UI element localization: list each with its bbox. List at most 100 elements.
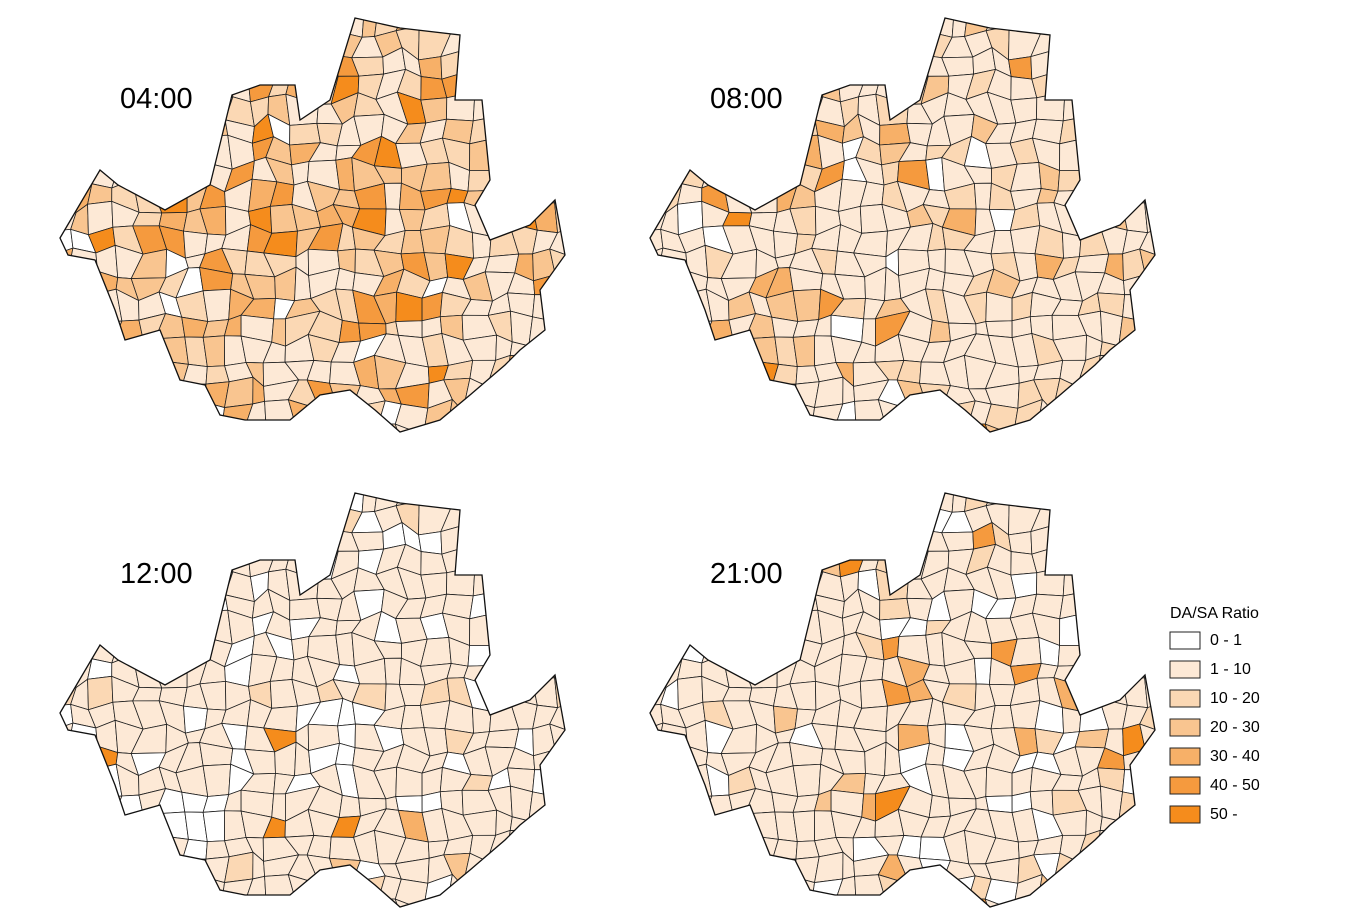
district xyxy=(60,595,75,624)
district xyxy=(1138,817,1155,839)
district xyxy=(721,359,751,385)
district xyxy=(1010,97,1038,124)
district xyxy=(918,857,951,887)
district xyxy=(1139,135,1155,168)
district xyxy=(161,897,184,907)
district xyxy=(289,122,321,146)
district xyxy=(582,28,597,52)
district xyxy=(1144,267,1155,302)
district xyxy=(650,26,665,51)
district xyxy=(904,896,929,907)
district xyxy=(111,340,144,367)
district xyxy=(1147,897,1155,907)
district xyxy=(701,815,734,842)
district xyxy=(537,37,563,58)
district xyxy=(505,898,537,907)
district xyxy=(227,493,252,511)
district xyxy=(1122,78,1153,105)
district xyxy=(333,493,365,513)
district xyxy=(655,167,688,185)
district xyxy=(1059,26,1086,60)
district xyxy=(224,851,254,884)
district xyxy=(156,400,184,432)
district xyxy=(488,90,516,120)
district xyxy=(469,26,496,60)
district xyxy=(92,385,121,413)
district xyxy=(904,421,929,432)
district xyxy=(286,18,321,31)
district xyxy=(1054,71,1083,96)
district xyxy=(1095,851,1131,885)
district xyxy=(460,901,487,907)
legend-label: 10 - 20 xyxy=(1210,690,1260,707)
district xyxy=(573,181,605,206)
district xyxy=(1170,338,1185,357)
district xyxy=(1105,657,1128,686)
district xyxy=(679,795,713,823)
district xyxy=(69,524,98,554)
district xyxy=(557,422,565,432)
district xyxy=(832,425,868,432)
district xyxy=(60,268,80,298)
district xyxy=(583,528,603,553)
district xyxy=(654,92,683,122)
district xyxy=(285,568,319,601)
district xyxy=(1078,507,1110,536)
legend-label: 30 - 40 xyxy=(1210,748,1260,765)
district xyxy=(650,293,670,326)
legend-swatch xyxy=(1169,776,1201,795)
district xyxy=(1126,158,1150,184)
district xyxy=(418,56,443,80)
district xyxy=(118,874,144,907)
district xyxy=(904,493,929,506)
district xyxy=(885,421,908,432)
district xyxy=(865,18,886,31)
district xyxy=(794,876,815,907)
district xyxy=(504,90,534,120)
district xyxy=(60,388,79,409)
district xyxy=(582,123,606,142)
district xyxy=(532,422,563,432)
district xyxy=(658,18,688,30)
district xyxy=(1096,37,1130,61)
district xyxy=(287,399,321,432)
district xyxy=(551,527,565,555)
district xyxy=(469,137,495,171)
district xyxy=(927,430,946,432)
district xyxy=(855,503,886,537)
district xyxy=(751,422,774,432)
district xyxy=(554,18,565,39)
district xyxy=(337,430,356,432)
district xyxy=(60,768,80,801)
district xyxy=(1147,851,1155,879)
legend-label: 40 - 50 xyxy=(1210,777,1260,794)
district xyxy=(469,493,494,509)
districts xyxy=(60,493,605,907)
district xyxy=(275,18,296,31)
district xyxy=(1127,512,1153,533)
district xyxy=(116,381,144,414)
district xyxy=(133,49,168,84)
district xyxy=(422,429,448,432)
district xyxy=(1124,18,1152,39)
district xyxy=(157,502,189,536)
district xyxy=(1098,205,1128,231)
district xyxy=(66,808,99,840)
district xyxy=(906,408,929,432)
district xyxy=(467,170,495,192)
district xyxy=(113,493,143,508)
district xyxy=(940,898,977,907)
district xyxy=(1138,832,1155,856)
district xyxy=(464,546,493,571)
district xyxy=(572,770,605,795)
district xyxy=(1076,859,1097,884)
district xyxy=(650,358,668,391)
district xyxy=(96,49,120,76)
district xyxy=(1172,69,1194,103)
district xyxy=(1127,52,1153,83)
district xyxy=(1083,639,1107,669)
district xyxy=(855,900,888,907)
district xyxy=(554,655,565,679)
district xyxy=(1094,90,1124,120)
maps: 04:00 08:00 12:00 21:00 xyxy=(59,17,1194,908)
